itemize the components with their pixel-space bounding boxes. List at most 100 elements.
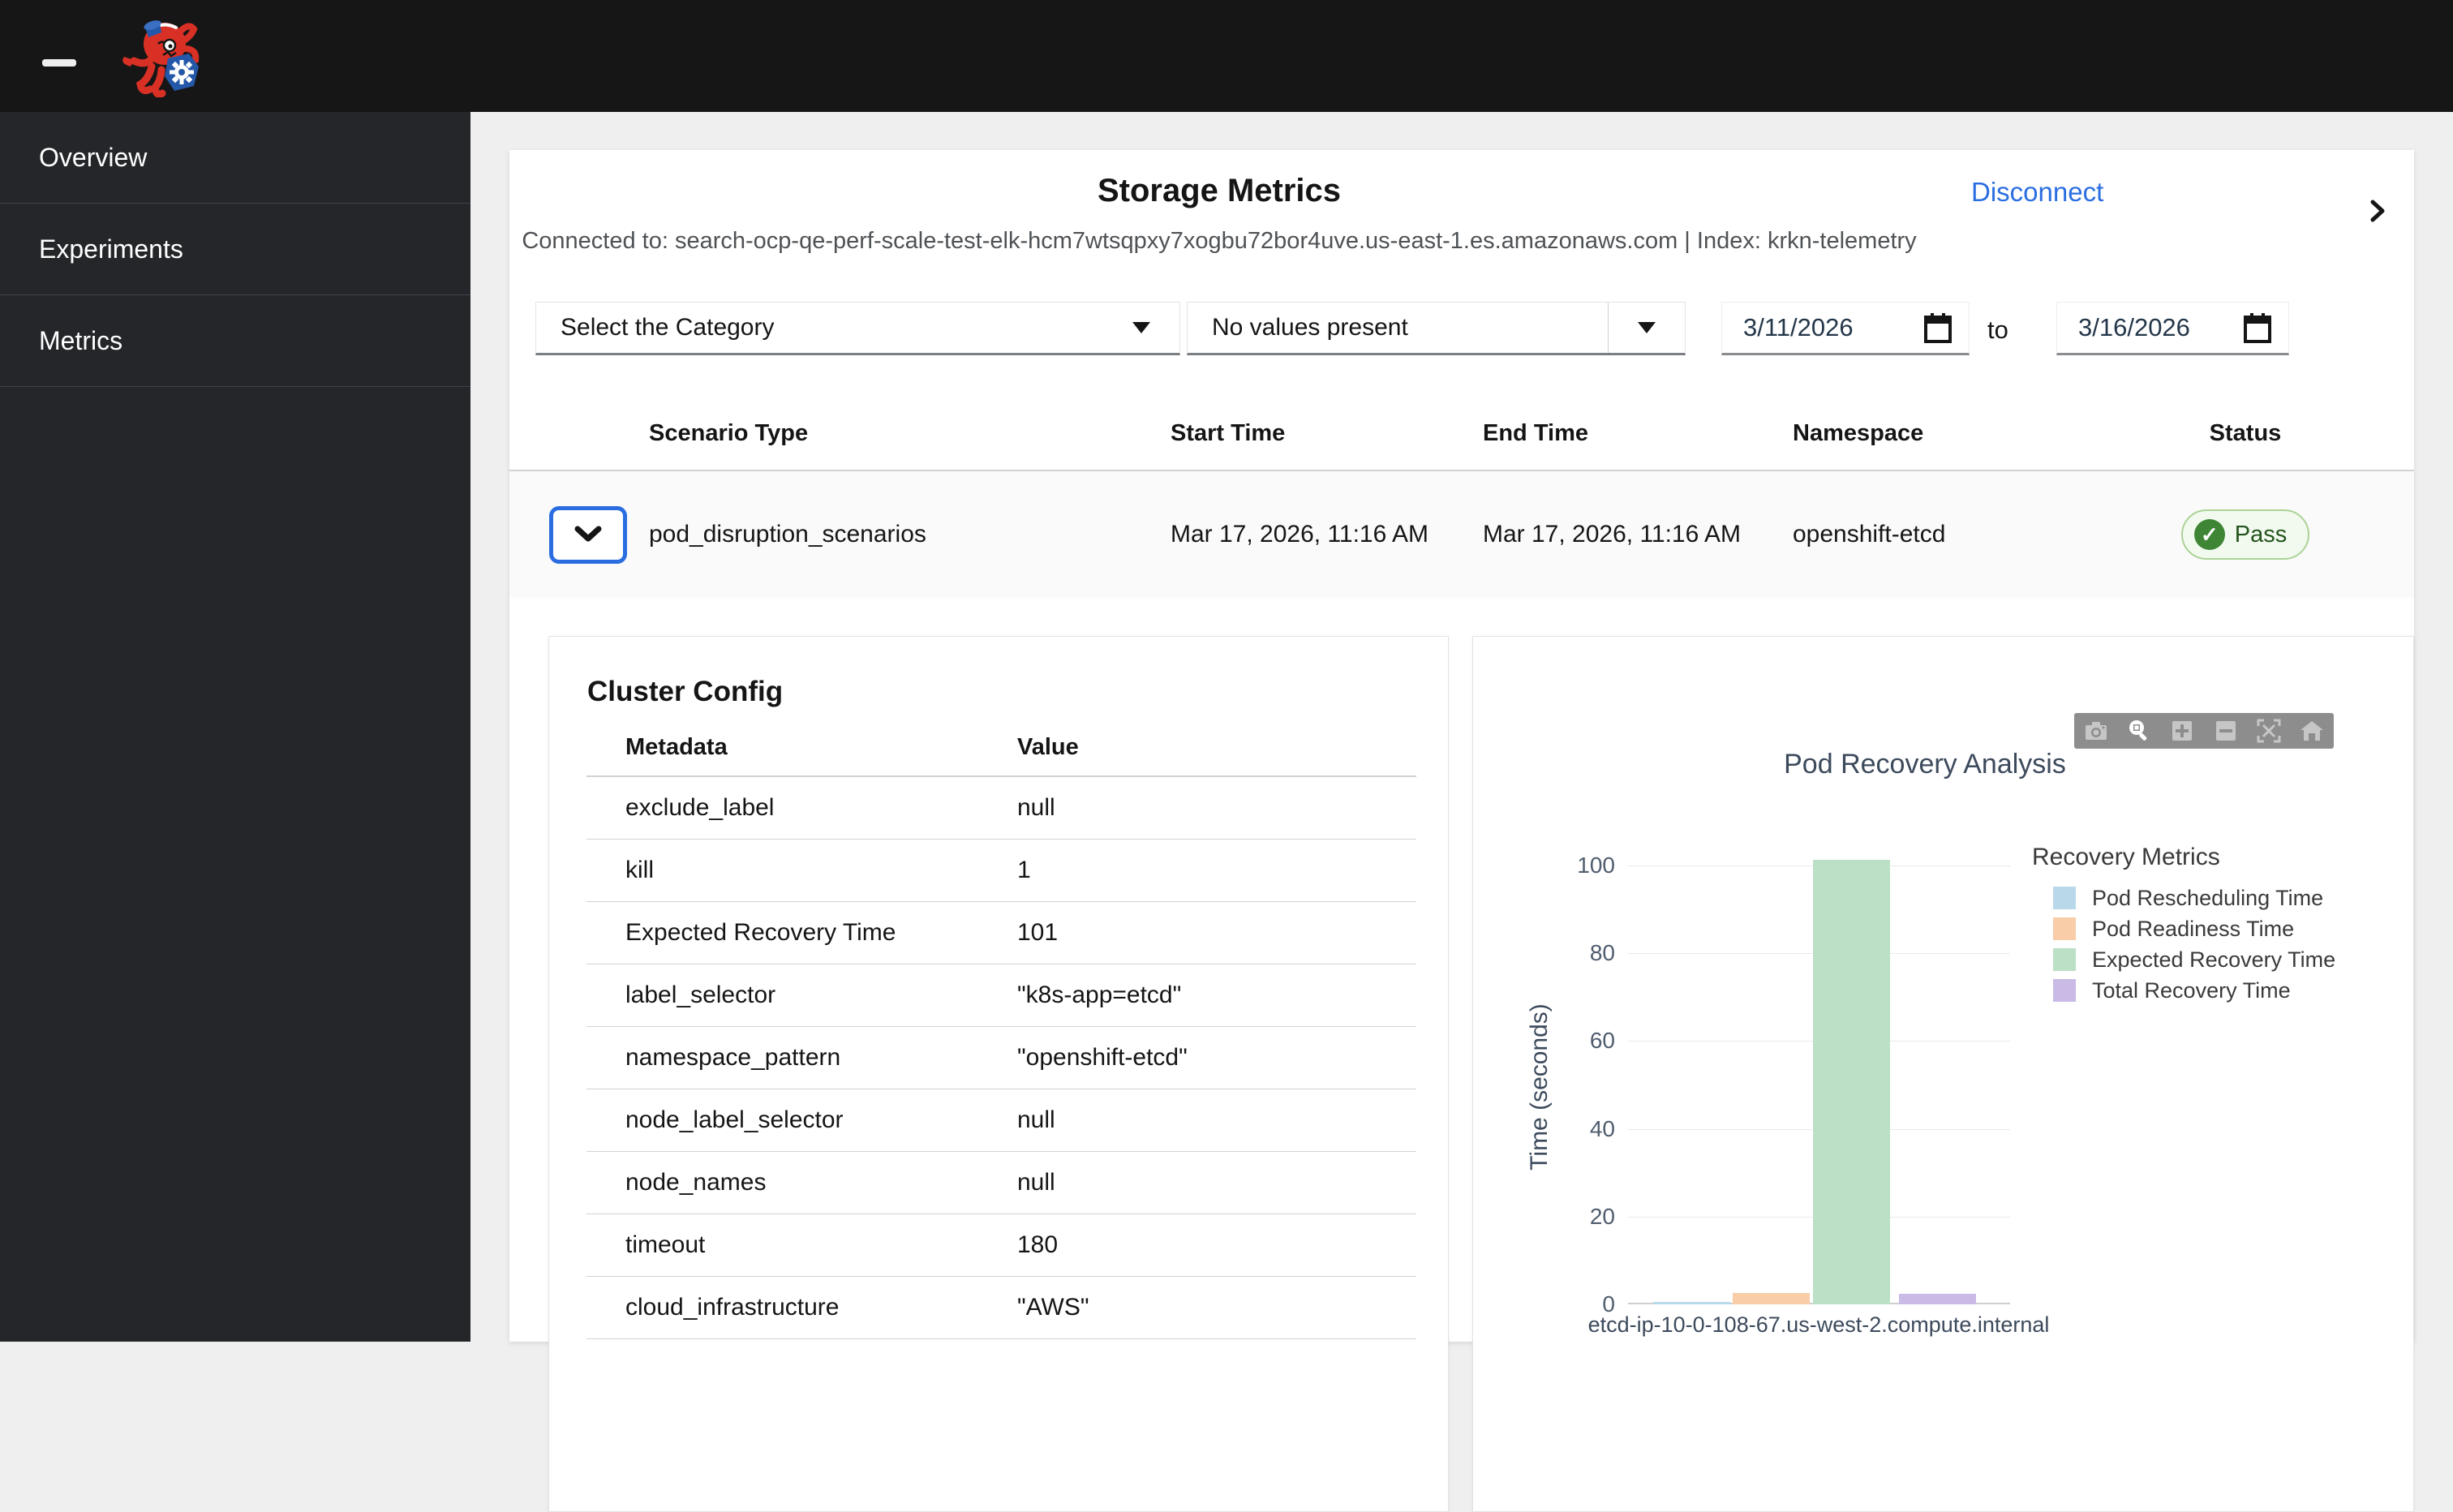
date-from-input[interactable]: 3/11/2026: [1721, 302, 1970, 355]
y-tick-label: 100: [1577, 853, 1615, 878]
sidebar: Overview Experiments Metrics: [0, 112, 470, 1342]
config-value: null: [1017, 794, 1055, 821]
legend-swatch: [2053, 917, 2076, 940]
legend-item[interactable]: Total Recovery Time: [2032, 975, 2335, 1006]
legend-item[interactable]: Expected Recovery Time: [2032, 944, 2335, 975]
caret-down-icon: [1638, 322, 1656, 333]
legend-label: Expected Recovery Time: [2092, 947, 2336, 972]
x-axis-category-label: etcd-ip-10-0-108-67.us-west-2.compute.in…: [1587, 1312, 2050, 1337]
config-value: null: [1017, 1106, 1055, 1133]
col-header-end-time: End Time: [1483, 420, 1588, 446]
bar-pod-rescheduling-time: [1653, 1301, 1730, 1304]
config-key: node_names: [625, 1169, 767, 1196]
config-table-rows: exclude_label null kill 1 Expected Recovery …: [586, 777, 1416, 1339]
category-select[interactable]: Select the Category: [535, 302, 1180, 355]
date-range-separator: to: [1987, 316, 2008, 344]
plot-area: [1628, 849, 2010, 1304]
connection-status-text: Connected to: search-ocp-qe-perf-scale-t…: [522, 228, 1917, 254]
page-title: Storage Metrics: [1097, 173, 1342, 208]
date-to-input[interactable]: 3/16/2026: [2056, 302, 2289, 355]
legend-item[interactable]: Pod Readiness Time: [2032, 913, 2335, 944]
caret-down-icon: [1132, 322, 1150, 333]
autoscale-icon[interactable]: [2253, 715, 2285, 747]
legend-label: Pod Readiness Time: [2092, 916, 2295, 941]
config-key: kill: [625, 857, 654, 883]
hamburger-menu-icon[interactable]: [42, 37, 76, 75]
krkn-logo: [122, 20, 200, 97]
camera-icon[interactable]: [2080, 715, 2112, 747]
col-header-status: Status: [2209, 420, 2282, 446]
zoom-out-icon[interactable]: [2210, 715, 2242, 747]
legend-swatch: [2053, 887, 2076, 909]
date-from-value: 3/11/2026: [1743, 313, 1854, 341]
y-tick-label: 40: [1589, 1115, 1615, 1141]
bar-expected-recovery-time: [1813, 859, 1890, 1304]
config-value: 180: [1017, 1231, 1059, 1258]
legend-item[interactable]: Pod Rescheduling Time: [2032, 883, 2335, 913]
config-value: "k8s-app=etcd": [1017, 982, 1182, 1008]
cell-scenario-type: pod_disruption_scenarios: [649, 521, 926, 548]
main-panel: Storage Metrics Disconnect Connected to:…: [509, 150, 2414, 1512]
legend-swatch: [2053, 979, 2076, 1002]
bar-total-recovery-time: [1899, 1294, 1976, 1304]
date-to-value: 3/16/2026: [2078, 313, 2190, 341]
chart-title: Pod Recovery Analysis: [1784, 749, 2066, 780]
config-row: label_selector "k8s-app=etcd": [586, 964, 1416, 1027]
y-tick-label: 20: [1589, 1203, 1615, 1229]
config-row: kill 1: [586, 840, 1416, 902]
config-key: namespace_pattern: [625, 1044, 841, 1071]
expand-row-button[interactable]: [549, 505, 627, 564]
legend-label: Pod Rescheduling Time: [2092, 885, 2324, 910]
cell-end-time: Mar 17, 2026, 11:16 AM: [1483, 521, 1741, 548]
y-tick-label: 60: [1589, 1028, 1615, 1054]
chevron-right-icon[interactable]: [2365, 199, 2390, 223]
y-tick-label: 0: [1602, 1291, 1615, 1317]
sidebar-item-overview[interactable]: Overview: [0, 112, 470, 204]
reset-axes-icon[interactable]: [2296, 715, 2328, 747]
config-row: node_names null: [586, 1152, 1416, 1214]
col-header-scenario-type: Scenario Type: [649, 420, 809, 446]
col-header-start-time: Start Time: [1171, 420, 1286, 446]
chart-modebar: [2074, 713, 2334, 749]
disconnect-link[interactable]: Disconnect: [1971, 177, 2104, 207]
col-header-metadata: Metadata: [625, 734, 728, 760]
sidebar-item-metrics[interactable]: Metrics: [0, 295, 470, 387]
calendar-icon[interactable]: [1923, 311, 1953, 344]
status-badge: ✓ Pass: [2180, 509, 2310, 560]
chart-legend: Recovery Metrics Pod Rescheduling Time Po…: [2032, 844, 2335, 1006]
category-select-value: Select the Category: [561, 314, 775, 341]
col-header-namespace: Namespace: [1793, 420, 1924, 446]
bar-pod-readiness-time: [1733, 1292, 1810, 1304]
calendar-icon[interactable]: [2243, 311, 2272, 344]
pod-recovery-chart-card: Pod Recovery Analysis Time (seconds) 0 20…: [1472, 636, 2414, 1512]
config-value: null: [1017, 1169, 1055, 1196]
config-row: namespace_pattern "openshift-etcd": [586, 1027, 1416, 1089]
cluster-config-card: Cluster Config Metadata Value exclude_la…: [548, 636, 1449, 1512]
check-circle-icon: ✓: [2193, 519, 2225, 550]
legend-swatch: [2053, 948, 2076, 971]
table-row[interactable]: pod_disruption_scenarios Mar 17, 2026, 1…: [509, 471, 2414, 598]
y-axis-title: Time (seconds): [1526, 1003, 1553, 1171]
top-bar: [0, 0, 2453, 112]
zoom-in-icon[interactable]: [2166, 715, 2198, 747]
zoom-icon[interactable]: [2123, 715, 2155, 747]
legend-title: Recovery Metrics: [2032, 844, 2220, 870]
config-table-header: Metadata Value: [586, 734, 1416, 775]
sidebar-item-experiments[interactable]: Experiments: [0, 204, 470, 295]
config-key: exclude_label: [625, 794, 775, 821]
scenarios-table-header: Scenario Type Start Time End Time Namesp…: [509, 397, 2414, 470]
values-select-value: No values present: [1212, 314, 1408, 341]
col-header-value: Value: [1017, 734, 1079, 760]
table-divider: [509, 470, 2414, 471]
cell-start-time: Mar 17, 2026, 11:16 AM: [1171, 521, 1428, 548]
config-value: "AWS": [1017, 1294, 1089, 1321]
y-tick-label: 80: [1589, 940, 1615, 966]
config-row: exclude_label null: [586, 777, 1416, 840]
config-value: 101: [1017, 919, 1059, 946]
values-select[interactable]: No values present: [1187, 302, 1686, 355]
cell-namespace: openshift-etcd: [1793, 521, 1946, 548]
chevron-down-icon: [574, 526, 602, 542]
config-key: node_label_selector: [625, 1106, 844, 1133]
cluster-config-title: Cluster Config: [587, 676, 784, 707]
config-row: cloud_infrastructure "AWS": [586, 1277, 1416, 1339]
